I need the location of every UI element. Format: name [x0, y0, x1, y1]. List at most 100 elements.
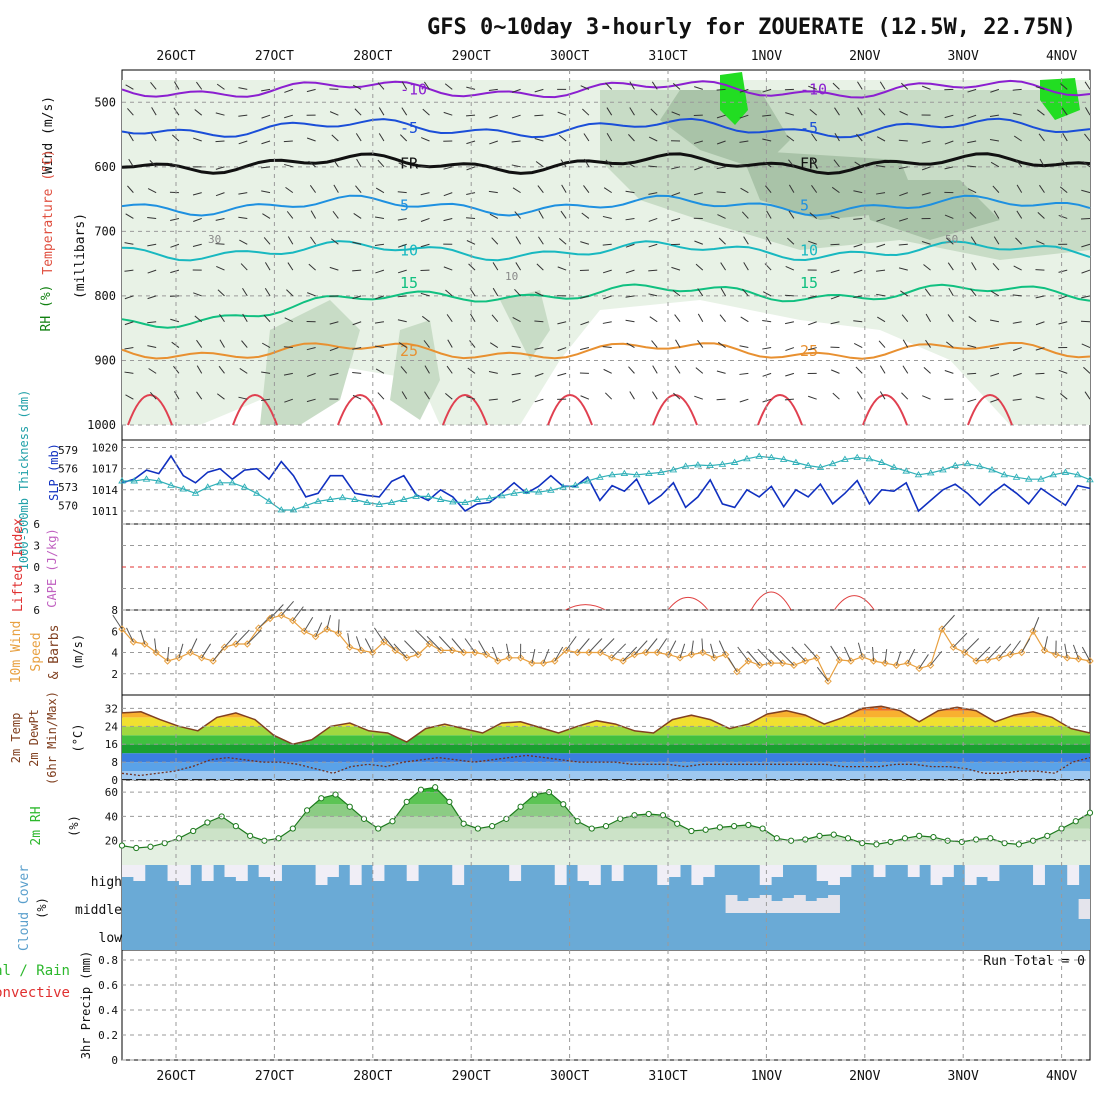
wind-barb — [1035, 270, 1044, 271]
wind-barb — [740, 399, 749, 402]
cloud-gap — [578, 865, 590, 881]
rh2m-band — [122, 780, 1090, 792]
cloud-mid-gap — [805, 901, 817, 913]
wind10-barb — [304, 617, 313, 631]
wind-barb — [466, 218, 475, 219]
wind10-barb — [365, 639, 372, 653]
wind-barb — [903, 366, 908, 374]
precip-total-label: Total / Rain — [0, 963, 70, 979]
wind10-barb — [1082, 647, 1090, 661]
wind-barb — [534, 321, 543, 322]
precip-tick-label: 0 — [111, 1054, 118, 1067]
rh2m-units-label: (%) — [67, 815, 81, 837]
rh2m-marker — [475, 826, 480, 831]
cloud-gap — [874, 865, 886, 877]
cloud-gap — [612, 865, 624, 881]
wind-barb — [922, 396, 930, 399]
li-tick-label: 6 — [33, 518, 40, 531]
wind10-barb — [213, 647, 224, 661]
cloud-gap — [327, 865, 339, 877]
date-label-bottom: 28OCT — [353, 1069, 392, 1084]
wind10-barb — [657, 639, 666, 653]
wind10-barb — [612, 644, 626, 658]
wind10-barb — [804, 644, 816, 658]
wind10-barb — [600, 639, 614, 653]
wind-barb — [854, 343, 862, 347]
rh2m-marker — [717, 825, 722, 830]
cloud-fill — [122, 865, 1090, 950]
cloud-gap — [350, 865, 362, 885]
rh2m-tick-label: 60 — [105, 786, 118, 799]
rh2m-marker — [988, 836, 993, 841]
rh2m-marker — [433, 785, 438, 790]
pressure-tick-label: 1000 — [87, 418, 116, 432]
wind-barb — [740, 346, 749, 348]
isotherm-label: 5 — [400, 197, 409, 215]
wind-barb — [534, 115, 543, 116]
rh2m-marker — [134, 845, 139, 850]
rh2m-tick-label: 20 — [105, 835, 118, 848]
date-label-bottom: 3NOV — [948, 1069, 979, 1084]
rh-contour-label: 50 — [945, 233, 958, 246]
cloud-gap — [407, 865, 419, 881]
isotherm-label: -5 — [800, 119, 818, 137]
wind10-tick-label: 2 — [111, 668, 118, 681]
wind10-barb — [465, 639, 475, 653]
cloud-middle-label: middle — [75, 903, 122, 918]
wind10-barb — [236, 630, 249, 644]
cloud-mid-gap — [828, 895, 840, 913]
wind-barb — [216, 244, 225, 245]
rh2m-marker — [490, 824, 495, 829]
rh2m-tick-label: 40 — [105, 810, 118, 823]
cloud-gap — [669, 865, 681, 877]
wind-barb — [535, 399, 544, 402]
cloud-label: Cloud Cover — [17, 865, 32, 951]
precip-tick-label: 0.4 — [98, 1004, 118, 1017]
wind10-barb — [942, 615, 955, 629]
cloud-gap — [942, 865, 954, 877]
rh2m-marker — [532, 792, 537, 797]
isotherm-label: 25 — [800, 342, 818, 360]
cloud-gap — [509, 865, 521, 881]
temp-band — [122, 711, 1090, 718]
date-label-bottom: 2NOV — [849, 1069, 880, 1084]
thickness-tick-label: 570 — [58, 500, 78, 513]
date-label-top: 3NOV — [948, 49, 979, 64]
slp-tick-label: 1020 — [92, 442, 119, 455]
isotherm-label: -5 — [400, 119, 418, 137]
date-label-bottom: 26OCT — [156, 1069, 195, 1084]
rh2m-marker — [276, 836, 281, 841]
rh2m-marker — [902, 836, 907, 841]
wind-barb — [785, 295, 794, 296]
precip-tick-label: 0.6 — [98, 979, 118, 992]
cloud-gap — [179, 865, 191, 885]
warm-contour — [653, 395, 697, 425]
wind-barb — [653, 366, 658, 374]
cloud-gap — [965, 865, 977, 885]
rh2m-marker — [1087, 810, 1092, 815]
wind-barb — [604, 369, 612, 373]
wind-barb — [580, 348, 589, 350]
wind10-barb — [202, 644, 211, 658]
temp-units-label: (°C) — [71, 724, 85, 753]
wind10-barb — [247, 630, 261, 644]
rh2m-marker — [1016, 842, 1021, 847]
wind10-barb — [646, 639, 657, 653]
temp-tick-label: 0 — [111, 774, 118, 787]
cloud-gap — [168, 865, 180, 881]
wind10-line — [122, 615, 1090, 681]
cloud-gap — [270, 865, 282, 881]
rh2m-marker — [603, 824, 608, 829]
cloud-low-label: low — [99, 931, 123, 946]
cloud-mid-gap — [817, 898, 829, 913]
cloud-gap — [259, 865, 271, 877]
temp-band — [122, 753, 1090, 762]
date-label-top: 27OCT — [255, 49, 294, 64]
rh2m-marker — [831, 832, 836, 837]
temp-tick-label: 32 — [105, 702, 118, 715]
pressure-tick-label: 900 — [94, 353, 116, 367]
isotherm-label: FR — [800, 155, 819, 173]
cape-peak — [668, 597, 708, 610]
